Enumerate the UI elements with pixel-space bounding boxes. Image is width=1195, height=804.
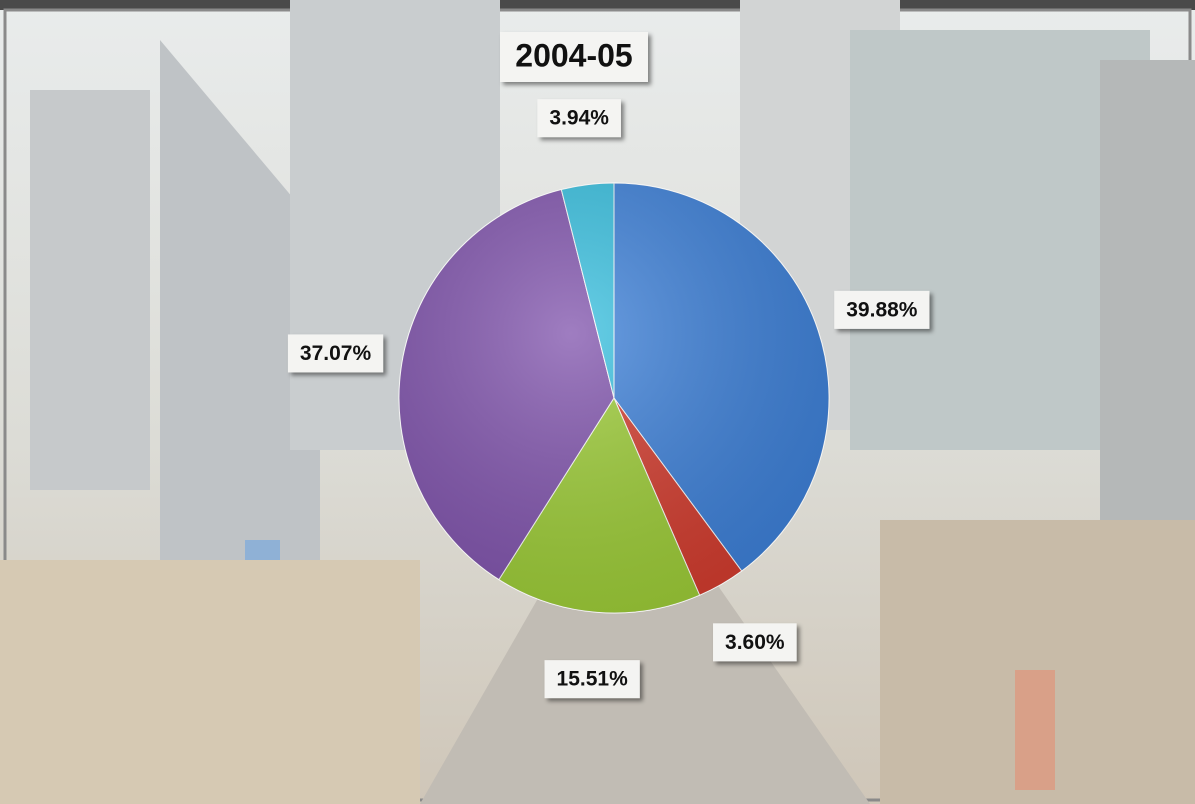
chart-title: 2004-05 (515, 37, 632, 73)
value-label: 3.60% (725, 631, 785, 654)
label-background (713, 623, 797, 662)
value-label-box: 37.07% (287, 334, 384, 373)
pie (398, 182, 830, 614)
value-label: 3.94% (549, 107, 609, 130)
label-background (287, 334, 384, 373)
labels: 39.88% 3.60% 15.51% 37.07% 3.94% (287, 99, 930, 699)
value-label: 39.88% (846, 298, 918, 321)
value-label-box: 15.51% (544, 660, 640, 699)
value-label: 15.51% (557, 668, 629, 691)
title-box: 2004-05 (500, 32, 648, 82)
value-label-box: 39.88% (834, 290, 930, 329)
value-label-box: 3.60% (713, 623, 797, 662)
label-background (544, 660, 640, 699)
value-label: 37.07% (300, 342, 372, 365)
label-background (834, 290, 930, 329)
label-background (537, 99, 621, 138)
value-label-box: 3.94% (537, 99, 621, 138)
